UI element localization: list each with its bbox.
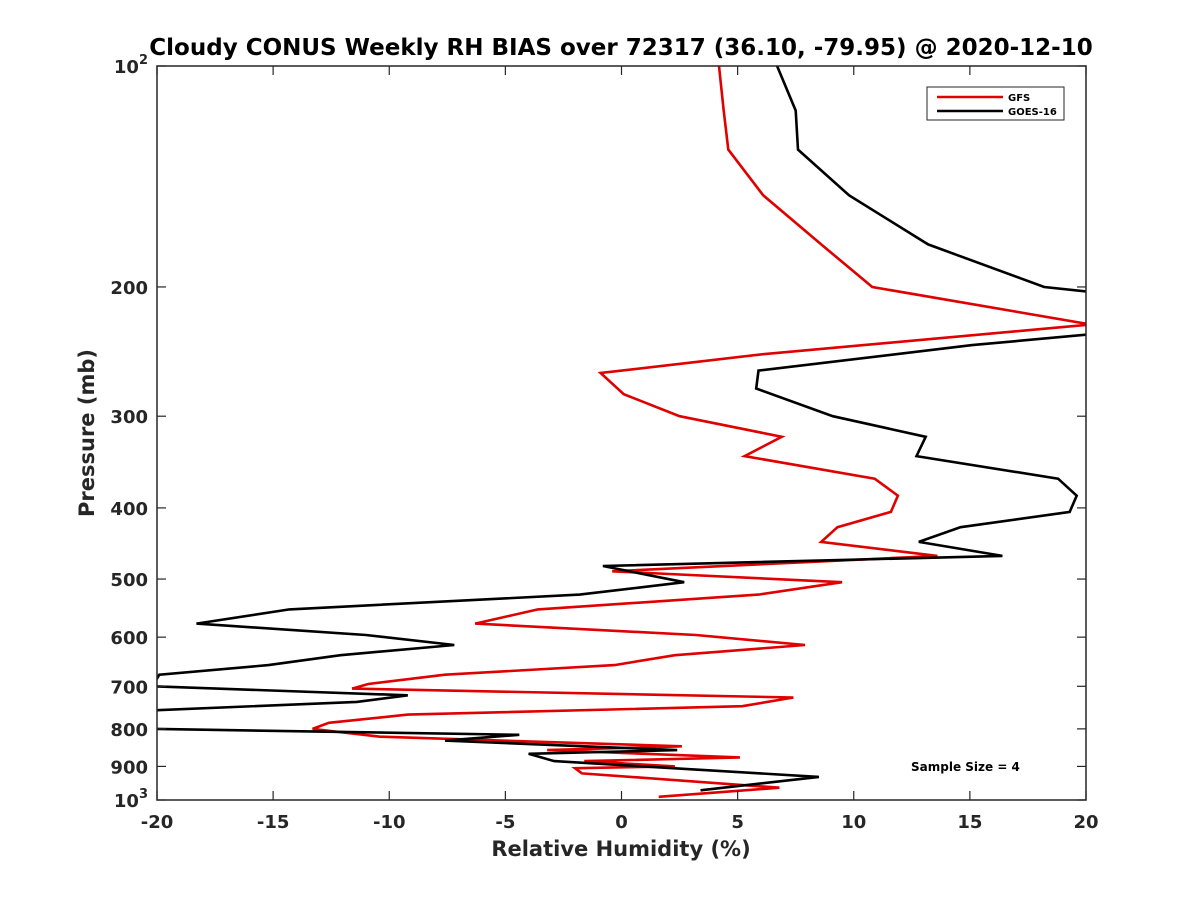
x-tick-label: 10 (841, 812, 866, 833)
y-tick-label: 102 (114, 53, 148, 78)
sample-size-annotation: Sample Size = 4 (911, 760, 1020, 774)
x-tick-label: -20 (141, 812, 174, 833)
y-tick-label: 400 (110, 499, 148, 520)
y-tick-label: 900 (110, 757, 148, 778)
legend-label-goes16: GOES-16 (1008, 107, 1057, 118)
x-tick-label: 20 (1073, 812, 1098, 833)
y-tick-label: 200 (110, 278, 148, 299)
x-tick-label: 0 (615, 812, 628, 833)
x-tick-label: -10 (373, 812, 406, 833)
y-tick-label: 300 (110, 407, 148, 428)
legend-label-gfs: GFS (1008, 93, 1030, 104)
chart-title: Cloudy CONUS Weekly RH BIAS over 72317 (… (149, 35, 1092, 61)
y-axis-label: Pressure (mb) (75, 349, 99, 517)
legend: GFS GOES-16 (926, 86, 1065, 121)
series-layer (157, 66, 1086, 799)
y-tick-label: 600 (110, 628, 148, 649)
x-ticks: -20 -15 -10 -5 0 5 10 15 20 (141, 66, 1099, 833)
x-tick-label: -15 (257, 812, 290, 833)
y-tick-label: 500 (110, 570, 148, 591)
legend-box (926, 86, 1065, 121)
series-line-gfs (312, 66, 1086, 799)
x-tick-label: -5 (495, 812, 515, 833)
y-ticks: 102 200 300 400 500 600 700 800 900 103 (110, 53, 1086, 812)
series-line-goes16 (157, 66, 1086, 792)
x-tick-label: 5 (731, 812, 744, 833)
x-axis-label: Relative Humidity (%) (491, 837, 750, 861)
y-tick-label: 800 (110, 720, 148, 741)
y-tick-label: 103 (114, 787, 148, 812)
y-tick-label: 700 (110, 677, 148, 698)
x-tick-label: 15 (957, 812, 982, 833)
axes-box (156, 65, 1087, 801)
